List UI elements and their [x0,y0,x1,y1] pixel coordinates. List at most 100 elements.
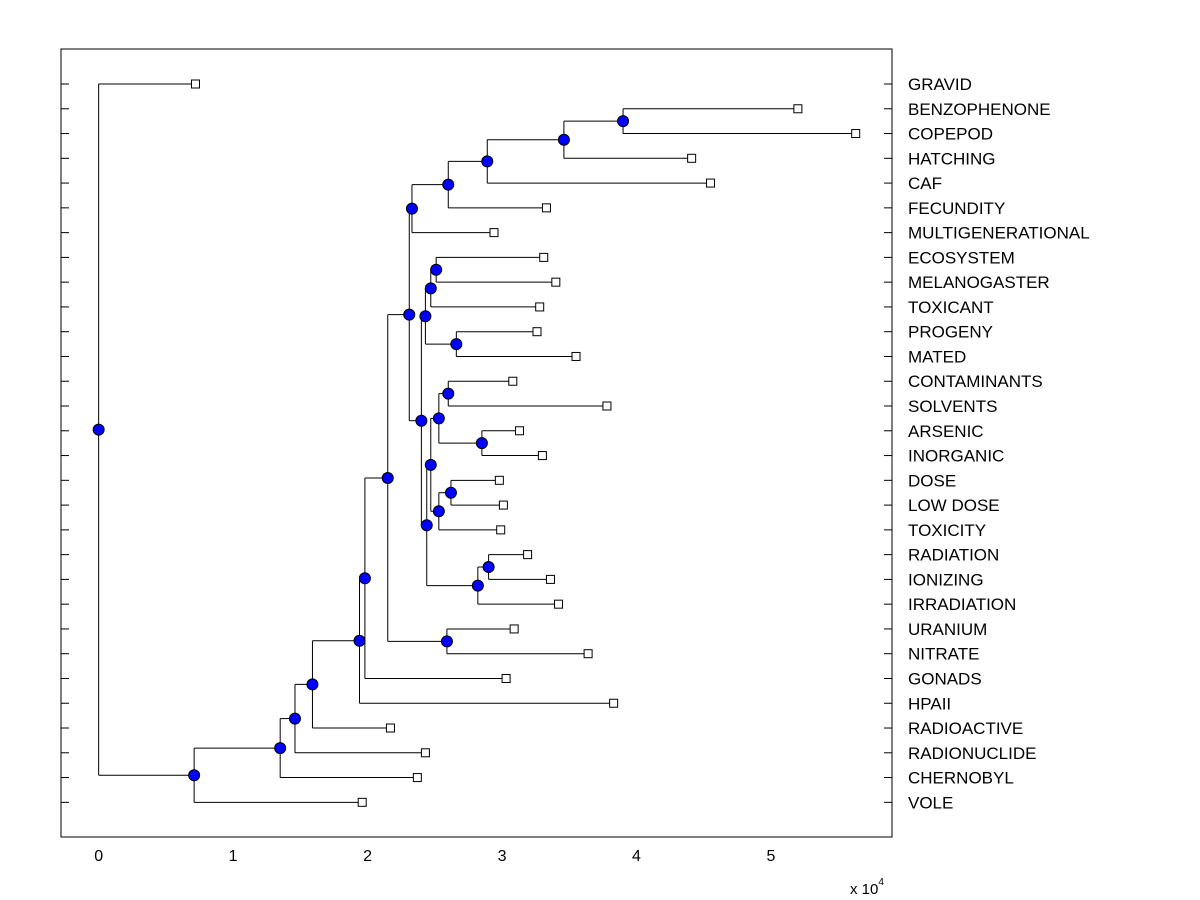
merge-node [482,561,495,574]
leaf-marker [412,773,422,783]
leaf-marker [583,649,593,659]
merge-node [432,412,445,425]
x-tick-label: 0 [94,848,103,865]
leaf-marker [541,203,551,213]
leaf-marker [705,178,715,188]
merge-node [274,742,287,755]
x-scale-label: x 104 [850,877,884,898]
leaf-marker [420,748,430,758]
merge-node [444,486,457,499]
merge-node [415,414,428,427]
leaf-label: CHERNOBYL [908,769,1014,788]
leaf-marker [571,351,581,361]
merge-node [358,572,371,585]
leaf-label: ARSENIC [908,422,984,441]
merge-node [306,678,319,691]
leaf-marker [551,277,561,287]
merge-node [475,437,488,450]
leaf-marker [496,525,506,535]
leaf-label: MULTIGENERATIONAL [908,224,1090,243]
leaf-label: FECUNDITY [908,199,1005,218]
merge-node [381,471,394,484]
x-tick-label: 3 [498,848,507,865]
merge-node [424,282,437,295]
merge-node [440,635,453,648]
x-scale-exponent: 4 [878,877,884,888]
leaf-marker [687,153,697,163]
leaf-label: IONIZING [908,570,984,589]
leaf-marker [498,500,508,510]
merge-node [403,308,416,321]
leaf-label: URANIUM [908,620,987,639]
leaf-label: DOSE [908,471,956,490]
merge-node [420,519,433,532]
x-scale-base: x 10 [850,881,878,898]
merge-node [557,133,570,146]
merge-node [617,115,630,128]
leaf-marker [357,797,367,807]
leaf-label: MELANOGASTER [908,273,1050,292]
leaf-label: TOXICANT [908,298,994,317]
leaf-label: IRRADIATION [908,595,1016,614]
leaf-marker [851,129,861,139]
leaf-label: MATED [908,347,966,366]
x-tick-label: 1 [229,848,238,865]
leaf-marker [539,252,549,262]
leaf-marker [537,451,547,461]
merge-node [188,769,201,782]
leaf-marker [793,104,803,114]
leaf-labels: GRAVID BENZOPHENONE COPEPOD HATCHING CAF FECU… [908,75,1090,812]
merge-node [442,178,455,191]
leaf-label: GONADS [908,669,982,688]
leaf-marker [523,550,533,560]
leaf-marker [515,426,525,436]
leaf-marker [489,228,499,238]
leaf-label: ECOSYSTEM [908,248,1015,267]
merge-node [481,155,494,168]
x-tick-label: 5 [767,848,776,865]
leaf-label: COPEPOD [908,125,993,144]
leaf-label: RADIOACTIVE [908,719,1023,738]
leaf-markers [190,79,861,807]
leaf-label: CONTAMINANTS [908,372,1043,391]
merge-node [353,634,366,647]
leaf-label: INORGANIC [908,447,1004,466]
merge-node [288,712,301,725]
leaf-label: NITRATE [908,645,979,664]
merge-node [424,458,437,471]
leaf-label: GRAVID [908,75,972,94]
leaf-label: RADIONUCLIDE [908,744,1036,763]
leaf-marker [190,79,200,89]
leaf-label: CAF [908,174,942,193]
x-tick-labels: 0 1 2 3 4 5 [94,848,775,865]
merge-node [419,310,432,323]
leaf-label: PROGENY [908,323,993,342]
leaf-marker [535,302,545,312]
leaf-marker [508,376,518,386]
leaf-marker [609,698,619,708]
leaf-marker [494,475,504,485]
leaf-label: TOXICITY [908,521,986,540]
leaf-marker [554,599,564,609]
leaf-marker [532,327,542,337]
leaf-marker [501,673,511,683]
leaf-marker [385,723,395,733]
x-tick-label: 4 [632,848,641,865]
merge-node [471,579,484,592]
leaf-marker [545,574,555,584]
merge-nodes [92,115,630,782]
leaf-label: HATCHING [908,149,996,168]
leaf-label: LOW DOSE [908,496,1000,515]
merge-node [450,338,463,351]
x-tick-label: 2 [363,848,372,865]
leaf-label: VOLE [908,793,953,812]
merge-node [430,263,443,276]
leaf-marker [602,401,612,411]
leaf-marker [509,624,519,634]
leaf-label: SOLVENTS [908,397,997,416]
merge-node [405,202,418,215]
leaf-label: HPAII [908,694,951,713]
merge-node [442,387,455,400]
axis-ticks [61,83,892,803]
